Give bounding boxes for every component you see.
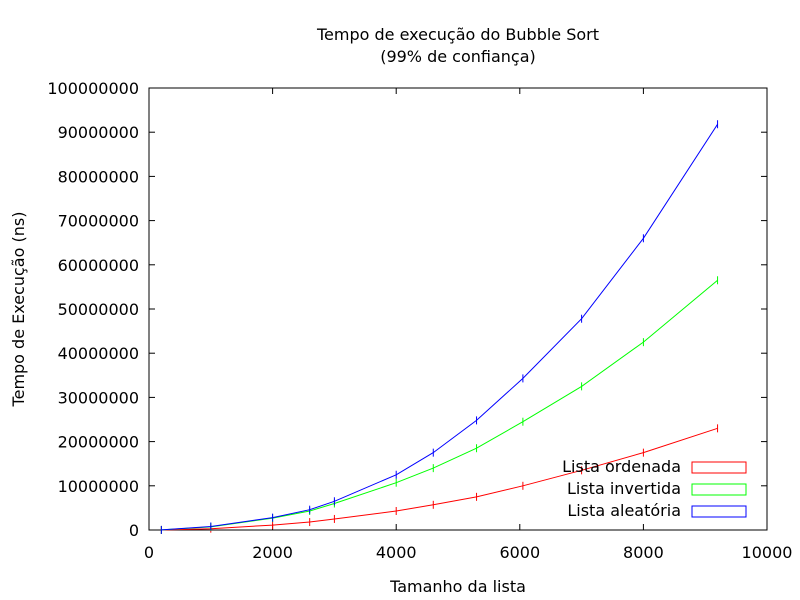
x-axis-label: Tamanho da lista: [389, 577, 526, 596]
y-axis-label: Tempo de Execução (ns): [9, 212, 28, 408]
y-tick-label: 40000000: [58, 344, 139, 363]
legend-swatch: [691, 461, 747, 474]
x-tick-label: 6000: [499, 543, 540, 562]
y-tick-label: 90000000: [58, 123, 139, 142]
x-axis-ticks: 0 2000 4000 6000 8000 10000: [144, 88, 793, 562]
y-tick-label: 0: [129, 521, 139, 540]
legend-label: Lista invertida: [567, 479, 681, 498]
y-tick-label: 80000000: [58, 167, 139, 186]
x-tick-label: 4000: [376, 543, 417, 562]
series-line-0: [161, 427, 718, 531]
x-tick-label: 2000: [252, 543, 293, 562]
y-tick-label: 30000000: [58, 388, 139, 407]
y-tick-label: 100000000: [47, 79, 139, 98]
y-tick-label: 20000000: [58, 433, 139, 452]
legend-swatch: [691, 505, 747, 518]
y-axis-ticks: 0 10000000 20000000 30000000 40000000 5000000…: [47, 79, 767, 540]
legend-swatch: [691, 483, 747, 496]
y-tick-label: 50000000: [58, 300, 139, 319]
series-line-2: [161, 123, 719, 531]
series-layer: [160, 120, 719, 534]
y-tick-label: 60000000: [58, 256, 139, 275]
legend-label: Lista ordenada: [562, 457, 681, 476]
x-tick-label: 8000: [623, 543, 664, 562]
legend-label: Lista aleatória: [567, 501, 681, 520]
y-tick-label: 70000000: [58, 212, 139, 231]
legend: Lista ordenada Lista invertida Lista aleat…: [562, 457, 747, 520]
y-tick-label: 10000000: [58, 477, 139, 496]
x-tick-label: 0: [144, 543, 154, 562]
chart-subtitle: (99% de confiança): [380, 47, 536, 66]
chart-title: Tempo de execução do Bubble Sort: [316, 25, 599, 44]
x-tick-label: 10000: [742, 543, 793, 562]
